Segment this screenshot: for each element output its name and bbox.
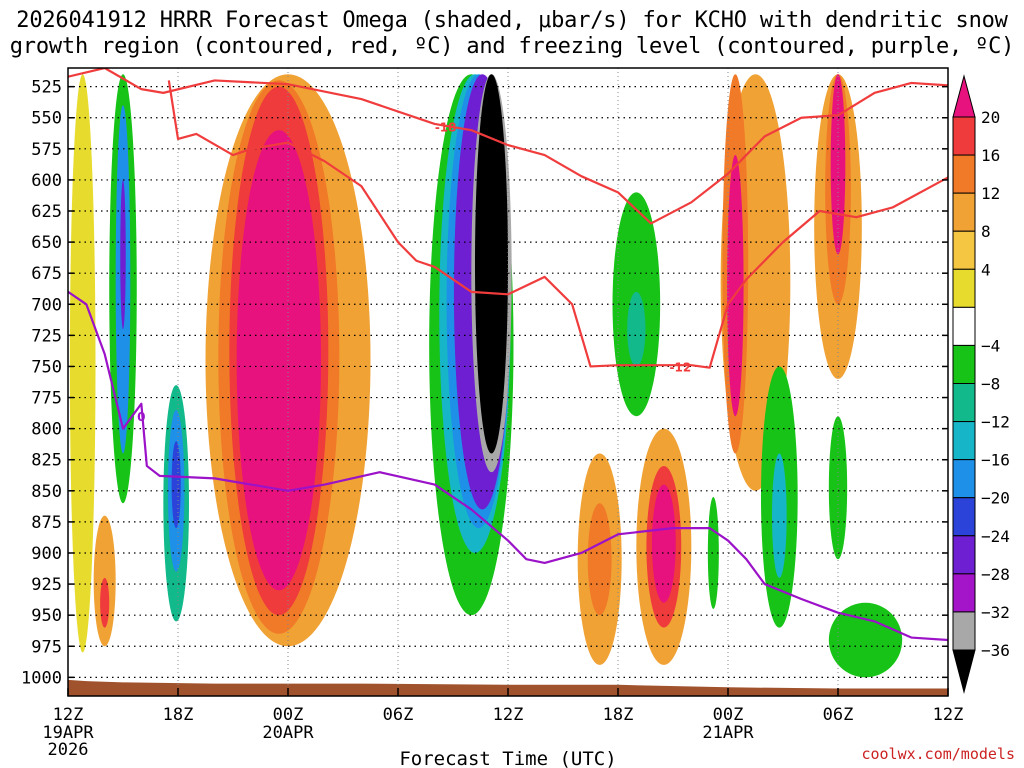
y-tick-label: 550 bbox=[31, 109, 62, 129]
omega-region-18 bbox=[475, 74, 508, 454]
colorbar-label: −32 bbox=[981, 603, 1010, 622]
colorbar-label: 12 bbox=[981, 184, 1000, 203]
colorbar-label: −24 bbox=[981, 527, 1010, 546]
colorbar-bin bbox=[952, 116, 976, 156]
colorbar-bin bbox=[952, 611, 976, 651]
x-tick-label: 06Z bbox=[383, 705, 414, 725]
y-tick-label: 950 bbox=[31, 606, 62, 626]
y-tick-label: 850 bbox=[31, 482, 62, 502]
omega-region-33 bbox=[772, 453, 787, 578]
omega-region-25 bbox=[627, 291, 646, 367]
dgz-contour-0 bbox=[68, 68, 948, 225]
y-tick-label: 575 bbox=[31, 140, 62, 160]
colorbar-label: −20 bbox=[981, 489, 1010, 508]
colorbar-bin-max bbox=[952, 74, 976, 118]
colorbar-label: 4 bbox=[981, 260, 991, 279]
x-tick-label: 00Z bbox=[713, 705, 744, 725]
x-tick-label: 12Z bbox=[493, 705, 524, 725]
y-tick-label: 900 bbox=[31, 544, 62, 564]
colorbar: 20 16 12 8 4 −4 −8 −12 −16 −20 −24 −28 −32 −36 bbox=[952, 74, 1010, 694]
colorbar-bin bbox=[952, 421, 976, 461]
freezing-level-contour bbox=[68, 290, 948, 642]
omega-region-20 bbox=[587, 503, 612, 616]
colorbar-bin-min bbox=[952, 649, 976, 694]
y-tick-label: 650 bbox=[31, 233, 62, 253]
y-tick-label: 525 bbox=[31, 78, 62, 98]
colorbar-bin bbox=[952, 230, 976, 270]
colorbar-bin bbox=[952, 192, 976, 232]
omega-region-5 bbox=[100, 577, 110, 628]
omega-region-23 bbox=[651, 484, 676, 603]
x-tick-label: 06Z bbox=[823, 705, 854, 725]
y-tick-label: 975 bbox=[31, 637, 62, 657]
omega-region-8 bbox=[171, 441, 181, 529]
colorbar-label: 20 bbox=[981, 108, 1000, 127]
colorbar-bin bbox=[952, 268, 976, 308]
omega-shading bbox=[69, 74, 903, 678]
colorbar-label: −4 bbox=[981, 336, 1000, 355]
grid bbox=[68, 68, 948, 696]
y-tick-label: 625 bbox=[31, 202, 62, 222]
omega-region-0 bbox=[69, 74, 96, 653]
y-tick-label: 700 bbox=[31, 295, 62, 315]
x-tick-label: 18Z bbox=[603, 705, 634, 725]
dgz-contour-label: -18 bbox=[435, 120, 457, 134]
y-tick-label: 800 bbox=[31, 420, 62, 440]
chart-title-line-1: 2026041912 HRRR Forecast Omega (shaded, … bbox=[16, 8, 1008, 33]
colorbar-bin bbox=[952, 497, 976, 537]
omega-region-34 bbox=[707, 497, 719, 609]
omega-region-35 bbox=[828, 416, 848, 560]
colorbar-label: −36 bbox=[981, 641, 1010, 660]
x-axis-label: Forecast Time (UTC) bbox=[399, 748, 616, 768]
y-tick-label: 825 bbox=[31, 451, 62, 471]
x-tick-year: 2026 bbox=[48, 740, 89, 760]
omega-region-3 bbox=[120, 179, 126, 330]
colorbar-bin bbox=[952, 154, 976, 194]
colorbar-bin bbox=[952, 535, 976, 575]
omega-region-28 bbox=[727, 155, 744, 417]
x-tick-date: 20APR bbox=[262, 723, 314, 743]
colorbar-bin bbox=[952, 306, 976, 346]
colorbar-bin bbox=[952, 344, 976, 384]
x-tick-date: 21APR bbox=[702, 723, 754, 743]
colorbar-label: −16 bbox=[981, 451, 1010, 470]
colorbar-label: −8 bbox=[981, 375, 1000, 394]
x-tick-label: 12Z bbox=[933, 705, 964, 725]
colorbar-label: 16 bbox=[981, 146, 1000, 165]
y-tick-label: 1000 bbox=[21, 668, 62, 688]
y-tick-label: 875 bbox=[31, 513, 62, 533]
y-tick-label: 725 bbox=[31, 326, 62, 346]
y-tick-label: 925 bbox=[31, 575, 62, 595]
x-tick-date: 19APR bbox=[42, 723, 94, 743]
omega-region-36 bbox=[828, 602, 903, 678]
chart-title-line-2: growth region (contoured, red, ºC) and f… bbox=[9, 34, 1015, 59]
colorbar-label: −28 bbox=[981, 565, 1010, 584]
colorbar-bin bbox=[952, 383, 976, 423]
y-tick-label: 675 bbox=[31, 264, 62, 284]
colorbar-bin bbox=[952, 459, 976, 499]
x-tick-label: 00Z bbox=[273, 705, 304, 725]
freezing-level-label: 0 bbox=[137, 410, 145, 424]
y-tick-label: 750 bbox=[31, 357, 62, 377]
colorbar-label: −12 bbox=[981, 413, 1010, 432]
x-tick-label: 18Z bbox=[163, 705, 194, 725]
y-tick-label: 600 bbox=[31, 171, 62, 191]
omega-region-12 bbox=[236, 130, 321, 591]
dgz-contour-label: -12 bbox=[669, 360, 691, 374]
contours: -18 -12 0 bbox=[68, 68, 948, 642]
credit-text: coolwx.com/models bbox=[861, 745, 1015, 763]
y-tick-label: 775 bbox=[31, 389, 62, 409]
colorbar-bin bbox=[952, 573, 976, 613]
x-tick-label: 12Z bbox=[53, 705, 84, 725]
dgz-contour-1 bbox=[167, 80, 948, 369]
y-axis: 525 550 575 600 625 650 675 700 725 750 775 800 825 8… bbox=[21, 78, 948, 688]
colorbar-label: 8 bbox=[981, 222, 991, 241]
